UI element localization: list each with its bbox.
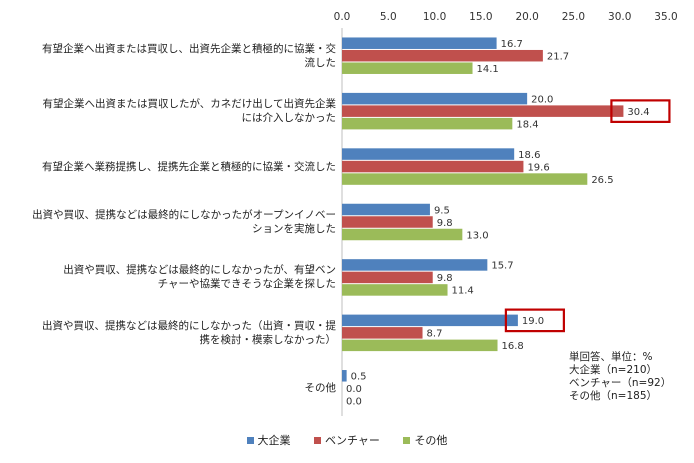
data-label: 21.7: [547, 52, 569, 63]
data-label: 9.8: [437, 218, 453, 229]
category-label: 有望企業へ出資または買収したが、カネだけ出して出資先企業 には介入しなかった: [4, 97, 336, 125]
legend: 大企業 ベンチャー その他: [0, 432, 694, 448]
bar: [342, 37, 497, 49]
data-label: 19.6: [527, 162, 549, 173]
note-line: その他（n=185）: [569, 390, 657, 402]
bar: [342, 259, 488, 271]
data-label: 16.7: [501, 39, 523, 50]
data-label: 15.7: [491, 261, 513, 272]
category-label-line: 流した: [304, 56, 337, 69]
category-label-line: ションを実施した: [252, 223, 336, 235]
note-line: ベンチャー（n=92）: [569, 377, 672, 389]
legend-swatch: [314, 436, 322, 444]
legend-swatch: [246, 436, 254, 444]
data-label: 8.7: [427, 329, 443, 340]
category-label: 有望企業へ業務提携し、提携先企業と積極的に協業・交流した: [4, 160, 336, 174]
bar: [342, 148, 515, 160]
category-label-line: その他: [304, 382, 337, 395]
x-tick-label: 0.0: [334, 11, 351, 23]
x-tick-label: 15.0: [469, 11, 492, 23]
note-line: 単回答、単位：%: [569, 351, 653, 363]
data-label: 13.0: [466, 230, 488, 241]
bar: [342, 271, 433, 284]
data-label: 9.8: [437, 273, 453, 284]
highlight-box: [610, 99, 671, 123]
category-label: 出資や買収、提携などは最終的にしなかったがオープンイノベーションを実施した: [4, 208, 336, 236]
category-label-line: 出資や買収、提携などは最終的にしなかったがオープンイノベー: [32, 209, 336, 221]
data-label: 16.8: [502, 341, 524, 352]
category-label-line: 出資や買収、提携などは最終的にしなかった（出資・買収・提: [42, 319, 336, 332]
bar: [342, 228, 463, 241]
legend-swatch: [403, 436, 411, 444]
x-tick-label: 10.0: [423, 11, 446, 23]
highlight-box: [504, 308, 565, 333]
bar: [342, 284, 448, 296]
data-label: 20.0: [531, 94, 553, 105]
data-label: 26.5: [591, 175, 613, 186]
legend-label: ベンチャー: [325, 434, 380, 447]
data-label: 14.1: [477, 64, 499, 75]
data-label: 30.4: [627, 107, 649, 118]
category-label: その他: [4, 381, 337, 395]
data-label: 0.5: [351, 372, 367, 383]
category-label-line: 有望企業へ出資または買収したが、カネだけ出して出資先企業: [42, 98, 336, 111]
chart-note: 単回答、単位：% 大企業（n=210） ベンチャー（n=92） その他（n=18…: [569, 351, 671, 403]
category-label-line: 携を検討・模索しなかった）: [199, 333, 337, 346]
x-tick-label: 5.0: [380, 11, 397, 23]
bar: [342, 314, 518, 327]
bar: [342, 370, 347, 382]
bar: [342, 216, 433, 228]
bar: [342, 339, 498, 352]
legend-item: ベンチャー: [314, 432, 380, 448]
x-tick-label: 20.0: [515, 11, 538, 23]
bar: [342, 49, 543, 62]
data-label: 18.4: [516, 119, 538, 130]
data-label: 19.0: [522, 316, 544, 327]
category-label: 出資や買収、提携などは最終的にしなかったが、有望ベン チャーや協業できそうな企業を…: [4, 263, 336, 291]
legend-item: その他: [403, 432, 447, 448]
data-label: 11.4: [452, 286, 474, 297]
legend-label: 大企業: [257, 434, 291, 447]
category-label: 有望企業へ出資または買収し、出資先企業と積極的に協業・交 流した: [4, 42, 336, 70]
category-label: 出資や買収、提携などは最終的にしなかった（出資・買収・提 携を検討・模索しなかった…: [4, 319, 336, 347]
data-label: 18.6: [518, 150, 540, 161]
category-label-line: チャーや協業できそうな企業を探した: [157, 278, 336, 291]
bar: [342, 160, 524, 173]
note-line: 大企業（n=210）: [569, 364, 657, 376]
bar: [342, 92, 528, 105]
category-label-line: 有望企業へ出資または買収し、出資先企業と積極的に協業・交: [42, 42, 336, 55]
bar: [342, 173, 588, 185]
bar: [342, 62, 473, 74]
category-label-line: 有望企業へ業務提携し、提携先企業と積極的に協業・交流した: [42, 160, 336, 173]
category-label-line: 出資や買収、提携などは最終的にしなかったが、有望ベン: [63, 264, 336, 277]
x-tick-label: 25.0: [562, 11, 585, 23]
legend-item: 大企業: [246, 432, 291, 448]
category-label-line: には介入しなかった: [241, 112, 337, 125]
data-label: 0.0: [346, 384, 362, 395]
bar: [342, 117, 513, 130]
x-tick-label: 35.0: [654, 11, 677, 23]
bar: [342, 203, 430, 216]
bar: [342, 105, 624, 117]
data-label: 0.0: [346, 397, 362, 408]
x-tick-label: 30.0: [608, 11, 631, 23]
data-label: 9.5: [434, 205, 450, 216]
legend-label: その他: [414, 434, 448, 447]
bar: [342, 327, 423, 339]
